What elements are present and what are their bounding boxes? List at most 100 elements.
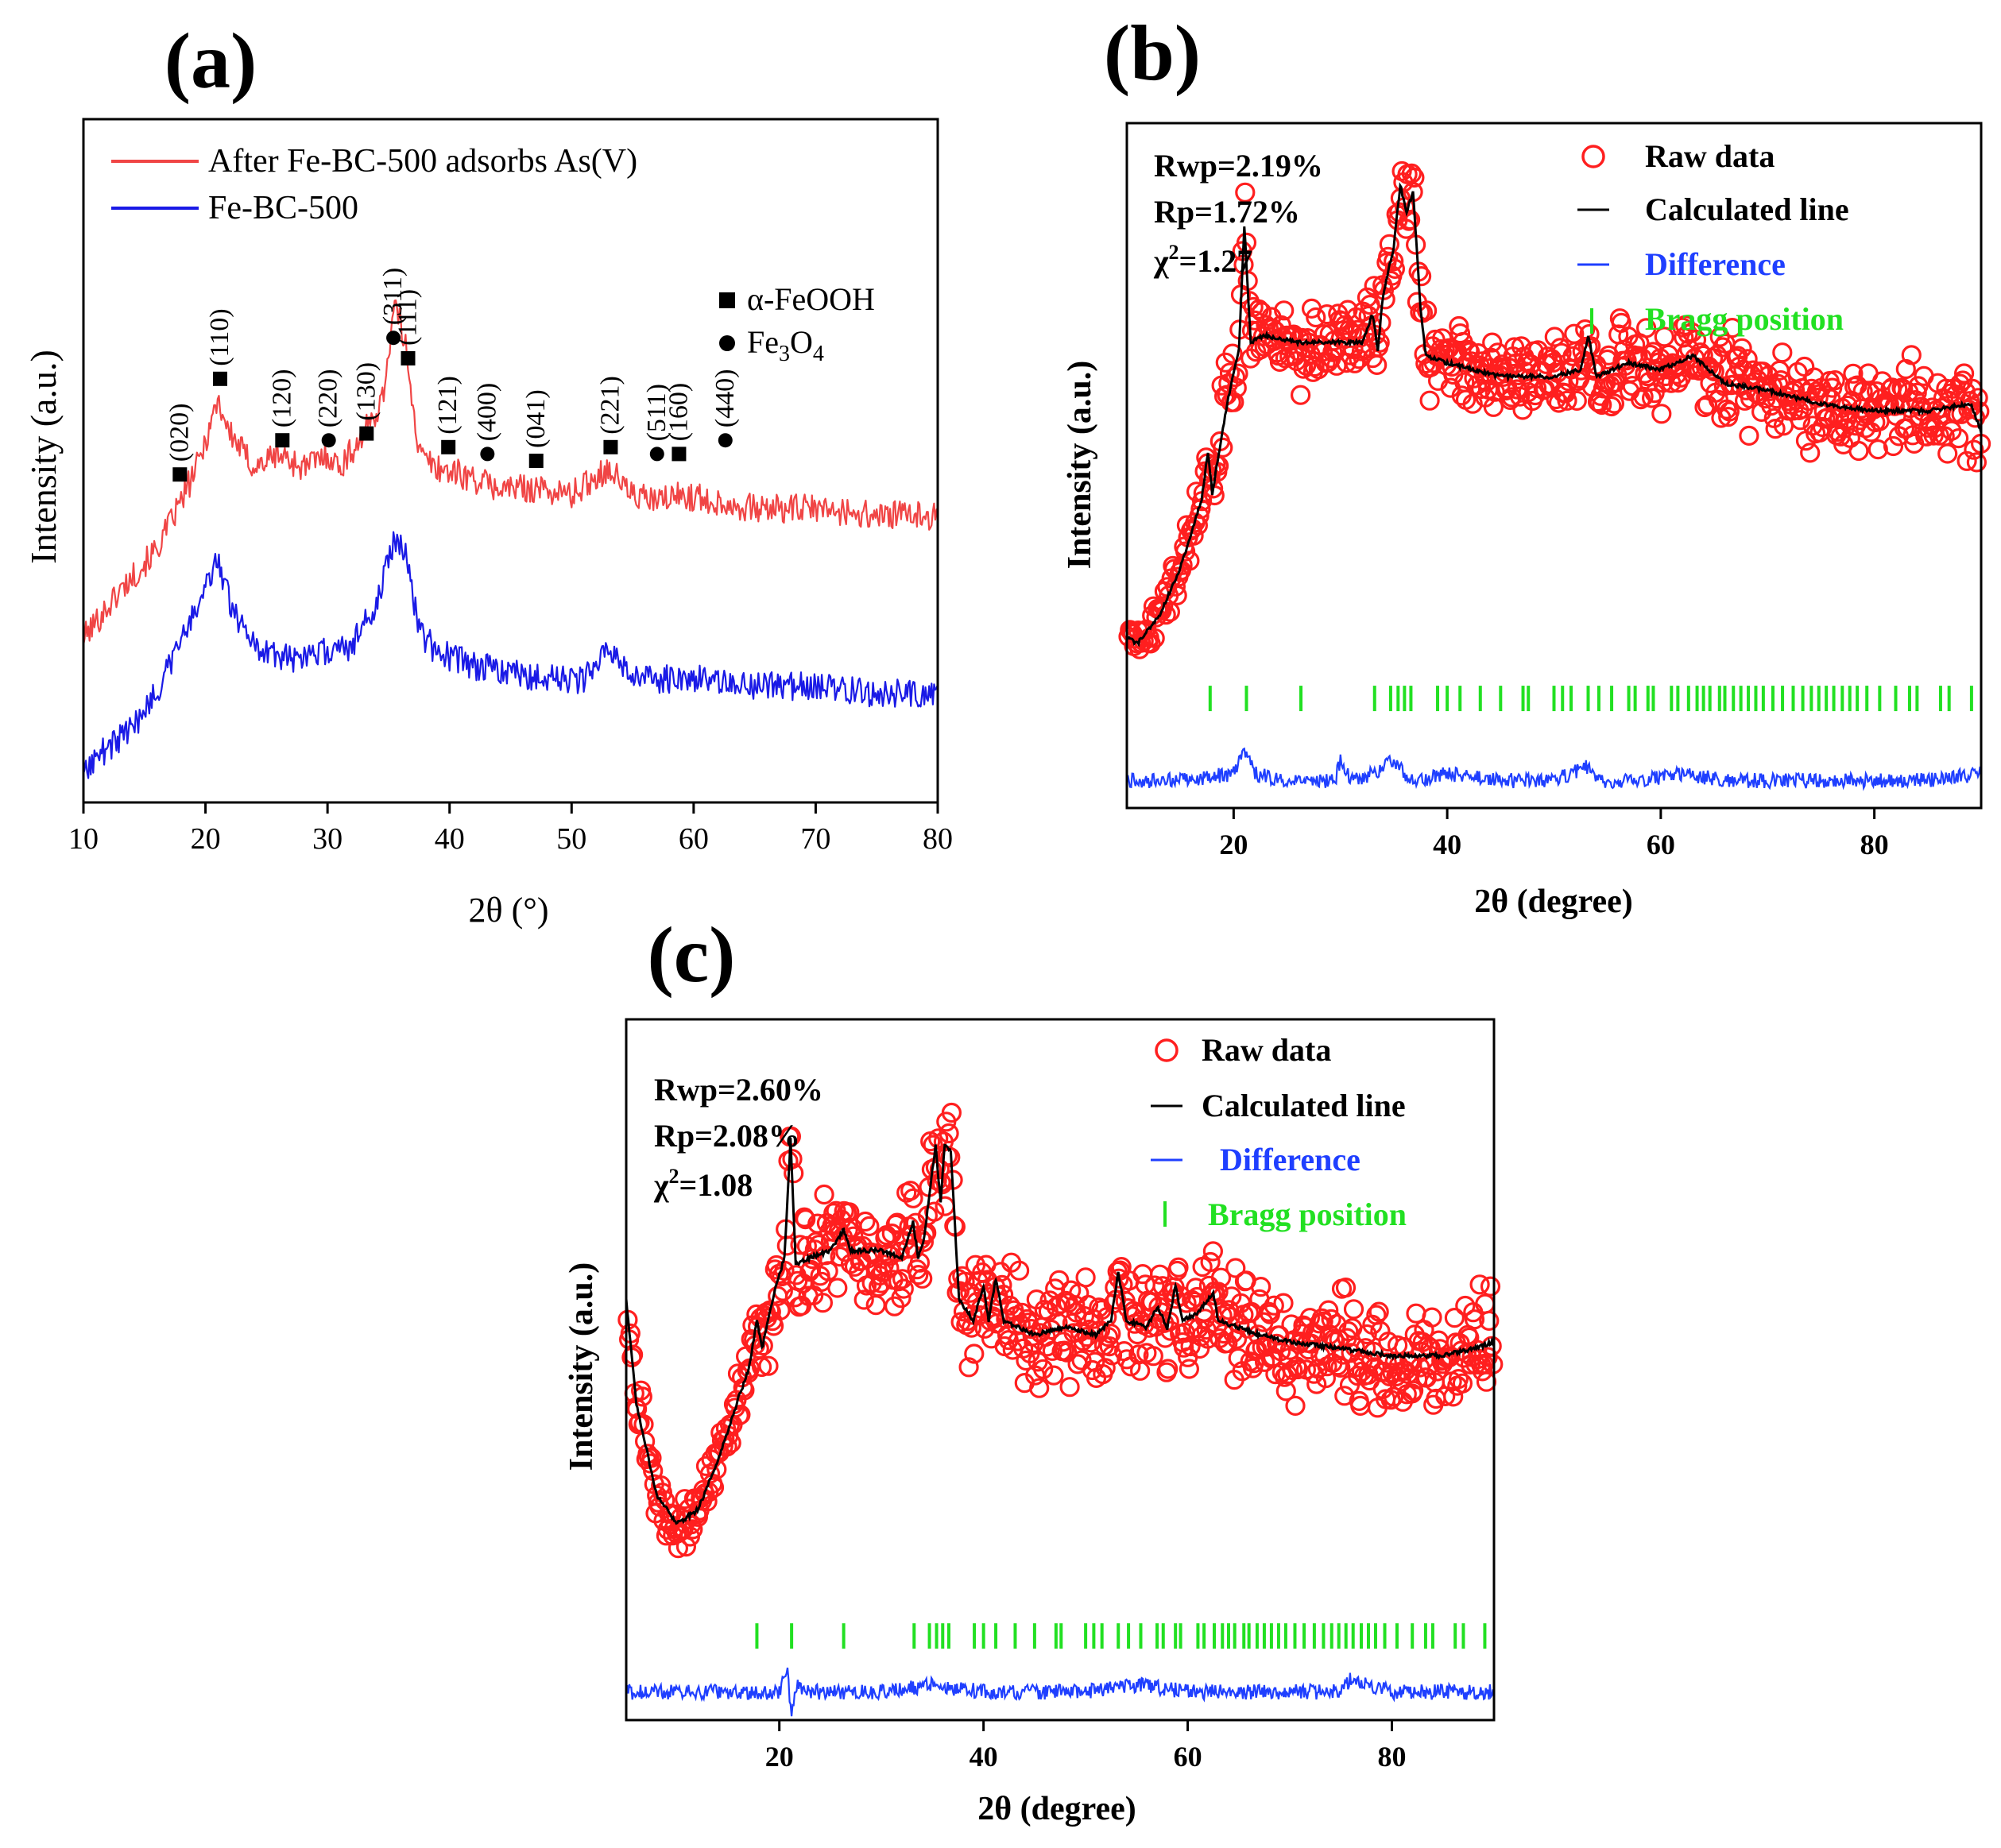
raw-data-point [1321, 1309, 1341, 1330]
raw-data-point [1479, 1310, 1500, 1332]
peak-marker-square [441, 439, 456, 454]
raw-data-point [1200, 1251, 1221, 1273]
difference-line [1125, 747, 1983, 791]
peak-label-hkl: (110) [205, 308, 234, 365]
series-fe-bc-500-line [82, 531, 939, 779]
raw-data-point [1285, 1395, 1306, 1417]
panel-a: (a) 10 20 30 40 50 60 70 80 2θ (°) Intensity (a… [23, 17, 953, 930]
raw-data-point [1049, 1270, 1070, 1290]
legend-difference-label: Difference [1220, 1142, 1360, 1177]
raw-data-point [1443, 1386, 1464, 1407]
raw-data-point [1901, 345, 1922, 365]
raw-data-point [939, 1123, 959, 1144]
legend-label-fe-bc-500: Fe-BC-500 [208, 190, 358, 226]
raw-data-point [1589, 392, 1609, 413]
raw-data-point [1482, 332, 1503, 353]
panel-c-rwp: Rwp=2.60% [654, 1072, 823, 1108]
peak-marker-square [528, 454, 544, 468]
x-tick-label: 50 [556, 822, 586, 856]
peak-marker-square [359, 426, 374, 441]
raw-data-point [1252, 302, 1272, 323]
panel-a-frame [82, 118, 939, 804]
raw-data-point [1739, 425, 1759, 447]
peak-marker-circle [649, 447, 664, 462]
raw-data-point [891, 1288, 911, 1309]
raw-data-point [1751, 401, 1772, 423]
peak-label-hkl: (130) [351, 362, 381, 421]
raw-data-point [1923, 425, 1944, 446]
peak-marker-square [603, 439, 618, 454]
raw-data-point [1186, 1278, 1206, 1298]
raw-data-point [1264, 1295, 1284, 1316]
raw-data-point [804, 1239, 826, 1260]
raw-data-point [1330, 1357, 1351, 1378]
raw-data-point [1480, 1276, 1501, 1297]
panel-c: (c) 20 40 60 80 2θ (degree) Intensity (a.u.… [563, 910, 1504, 1827]
raw-data-point [1908, 376, 1929, 396]
raw-data-point [1033, 1359, 1054, 1379]
raw-data-point [1790, 410, 1811, 431]
peak-marker-square [672, 447, 687, 462]
panel-b-y-axis-label: Intensity (a.u.) [1062, 361, 1098, 570]
bragg-position-ticks [755, 1623, 1487, 1649]
legend-difference-label: Difference [1645, 246, 1786, 282]
calculated-line [625, 1138, 1496, 1525]
raw-data-point [1384, 258, 1406, 279]
raw-data-point [992, 1274, 1012, 1296]
legend-bragg-label: Bragg position [1645, 301, 1844, 337]
raw-data-point [784, 1163, 804, 1184]
raw-data-point [912, 1268, 933, 1289]
raw-data-point [1029, 1378, 1050, 1398]
raw-data-point [1672, 317, 1693, 338]
raw-data-point [1449, 323, 1471, 344]
raw-data-point [859, 1216, 880, 1237]
raw-data-point [675, 1536, 697, 1557]
raw-data-point [1168, 1257, 1189, 1278]
legend-raw-data-marker [1155, 1038, 1179, 1062]
raw-data-point [1228, 363, 1248, 384]
raw-data-points [617, 1102, 1504, 1559]
raw-data-point [993, 1284, 1014, 1305]
raw-data-point [923, 1135, 943, 1155]
raw-data-point [1335, 1277, 1357, 1298]
raw-data-point [1551, 342, 1572, 363]
panel-c-frame [625, 1018, 1496, 1722]
raw-data-point [683, 1519, 703, 1540]
raw-data-point [830, 1247, 850, 1267]
raw-data-point [1969, 401, 1990, 422]
raw-data-point [1306, 307, 1326, 328]
raw-data-point [1713, 337, 1733, 358]
raw-data-point [1403, 1380, 1424, 1401]
raw-data-point [1213, 437, 1233, 458]
raw-data-point [751, 1356, 772, 1378]
raw-data-point [1273, 1293, 1294, 1313]
x-tick-label: 40 [435, 822, 465, 856]
raw-data-point [1804, 367, 1825, 388]
x-tick-label: 20 [765, 1741, 794, 1773]
raw-data-point [1383, 1386, 1404, 1407]
peak-label-hkl: (311) [378, 268, 408, 325]
raw-data-point [1422, 1307, 1442, 1328]
peak-marker-square [401, 351, 416, 365]
peak-label-hkl: (511) [642, 384, 672, 441]
raw-data-point [1772, 342, 1793, 363]
x-tick-label: 80 [1860, 829, 1889, 860]
panel-c-legend: Raw data Calculated line Difference Brag… [1151, 1032, 1407, 1232]
calculated-line [1125, 182, 1983, 648]
raw-data-point [1343, 1299, 1364, 1320]
raw-data-point [1400, 1352, 1421, 1373]
raw-data-point [651, 1475, 672, 1496]
raw-data-point [1274, 300, 1295, 321]
panel-b-frame [1125, 122, 1983, 810]
raw-data-point [1225, 1258, 1246, 1278]
peak-marker-circle [386, 331, 401, 346]
raw-data-point [1464, 1309, 1485, 1330]
panel-c-chi2: χ2=1.08 [653, 1165, 753, 1203]
raw-data-point [1448, 1368, 1469, 1390]
legend-label-after-adsorption: After Fe-BC-500 adsorbs As(V) [208, 143, 637, 180]
series-after-adsorption-line [82, 299, 939, 645]
x-tick-label: 40 [1433, 829, 1461, 860]
raw-data-point [1462, 393, 1483, 414]
raw-data-point [1155, 605, 1176, 625]
